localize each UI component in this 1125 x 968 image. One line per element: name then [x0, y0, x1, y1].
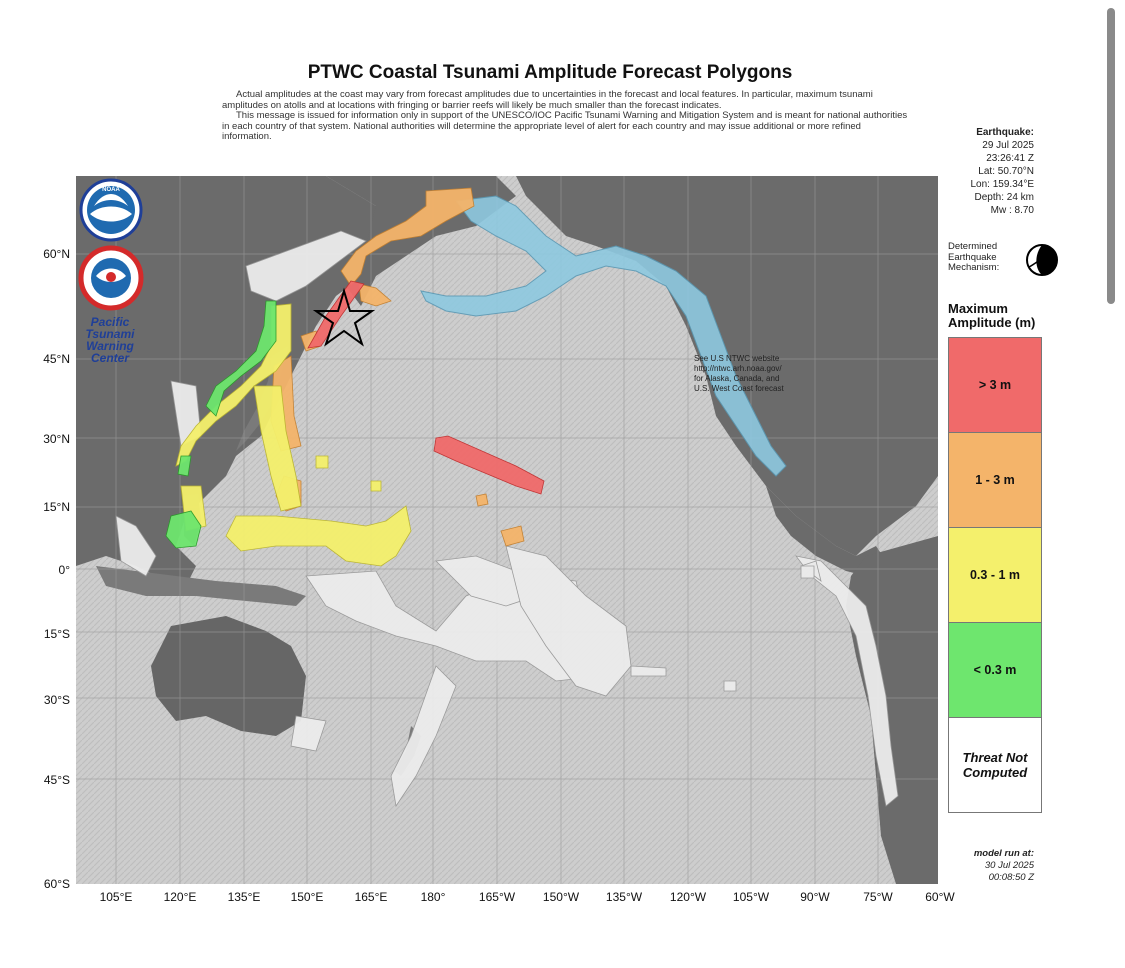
ptwc-logo-line: Tsunami: [85, 327, 135, 341]
ntwc-note-line: http://ntwc.arh.noaa.gov/: [694, 364, 782, 373]
x-tick: 120°W: [669, 890, 707, 904]
focal-mechanism-beachball-icon: [1026, 244, 1058, 276]
disclaimer-paragraph-1: Actual amplitudes at the coast may vary …: [222, 89, 873, 111]
y-tick-30n: 30°N: [43, 432, 70, 446]
y-tick-60n: 60°N: [43, 247, 70, 261]
earthquake-date: 29 Jul 2025: [982, 140, 1034, 151]
model-run-info: model run at: 30 Jul 2025 00:08:50 Z: [950, 848, 1034, 884]
x-tick: 150°E: [290, 890, 324, 904]
x-tick: 165°W: [478, 890, 516, 904]
x-tick: 105°W: [732, 890, 770, 904]
forecast-map: NOAA: [76, 176, 938, 884]
legend-label: > 3 m: [978, 378, 1012, 392]
y-tick-60s: 60°S: [43, 877, 70, 891]
disclaimer: Actual amplitudes at the coast may vary …: [222, 89, 912, 143]
earthquake-depth: Depth: 24 km: [974, 192, 1034, 203]
ptwc-logo-line: Pacific: [90, 315, 130, 329]
y-tick-0: 0°: [58, 563, 70, 577]
x-tick: 135°E: [227, 890, 261, 904]
mechanism-label: Determined Earthquake Mechanism:: [948, 241, 1000, 273]
x-tick: 60°W: [925, 890, 955, 904]
legend-item-lt0.3m: < 0.3 m: [948, 622, 1042, 717]
x-tick: 75°W: [863, 890, 893, 904]
legend-item-gt3m: > 3 m: [948, 337, 1042, 432]
y-tick-45s: 45°S: [43, 773, 70, 787]
earthquake-magnitude: Mw : 8.70: [990, 205, 1034, 216]
ntwc-forecast-zone: [420, 195, 787, 477]
model-run-time: 00:08:50 Z: [988, 872, 1034, 883]
earthquake-heading: Earthquake:: [976, 127, 1034, 138]
ptwc-logo-line: Warning: [86, 339, 134, 353]
x-tick: 120°E: [163, 890, 197, 904]
very-low-amplitude-zones: [165, 300, 277, 549]
legend-item-not-computed: Threat Not Computed: [948, 717, 1042, 813]
ptwc-logo: Pacific Tsunami Warning Center: [82, 316, 138, 364]
x-tick: 180°: [420, 890, 446, 904]
ntwc-note-line: for Alaska, Canada, and: [694, 374, 780, 383]
ntwc-note-line: See U.S NTWC website: [694, 354, 780, 363]
earthquake-lon: Lon: 159.34°E: [970, 179, 1035, 190]
model-run-heading: model run at:: [973, 848, 1034, 859]
y-tick-45n: 45°N: [43, 352, 70, 366]
ntwc-note-line: U.S. West Coast forecast: [694, 384, 784, 393]
legend-item-1-3m: 1 - 3 m: [948, 432, 1042, 527]
earthquake-info: Earthquake: 29 Jul 2025 23:26:41 Z Lat: …: [948, 126, 1035, 217]
disclaimer-paragraph-2: This message is issued for information o…: [222, 110, 908, 142]
nws-logo: [78, 245, 144, 311]
noaa-logo-text: NOAA: [102, 187, 120, 193]
earthquake-time: 23:26:41 Z: [986, 153, 1034, 164]
australia-landmass: [151, 616, 306, 736]
legend-label: Threat Not Computed: [962, 750, 1028, 780]
model-run-date: 30 Jul 2025: [984, 860, 1034, 871]
asia-landmass: [76, 176, 406, 586]
x-tick: 150°W: [542, 890, 580, 904]
high-amplitude-zones: [307, 280, 545, 495]
epicenter-star-icon: [312, 287, 376, 347]
legend-label: 1 - 3 m: [975, 473, 1015, 487]
y-tick-15n: 15°N: [43, 500, 70, 514]
x-tick: 105°E: [99, 890, 133, 904]
x-tick: 90°W: [800, 890, 830, 904]
indonesia-landmass: [96, 566, 306, 606]
y-tick-30s: 30°S: [43, 693, 70, 707]
legend-title: Maximum Amplitude (m): [948, 301, 1036, 330]
legend: > 3 m 1 - 3 m 0.3 - 1 m < 0.3 m Threat N…: [948, 337, 1042, 813]
earthquake-lat: Lat: 50.70°N: [978, 166, 1034, 177]
ntwc-note: See U.S NTWC website http://ntwc.arh.noa…: [694, 354, 824, 394]
legend-label: < 0.3 m: [973, 663, 1017, 677]
ptwc-logo-line: Center: [90, 351, 129, 365]
x-tick: 135°W: [605, 890, 643, 904]
x-tick: 165°E: [354, 890, 388, 904]
legend-label: 0.3 - 1 m: [969, 568, 1021, 582]
page-scrollbar[interactable]: [1107, 8, 1115, 304]
legend-item-0.3-1m: 0.3 - 1 m: [948, 527, 1042, 622]
map-title: PTWC Coastal Tsunami Amplitude Forecast …: [307, 62, 793, 83]
not-computed-zones: [115, 230, 899, 808]
y-tick-15s: 15°S: [43, 627, 70, 641]
noaa-logo: NOAA: [79, 178, 143, 242]
